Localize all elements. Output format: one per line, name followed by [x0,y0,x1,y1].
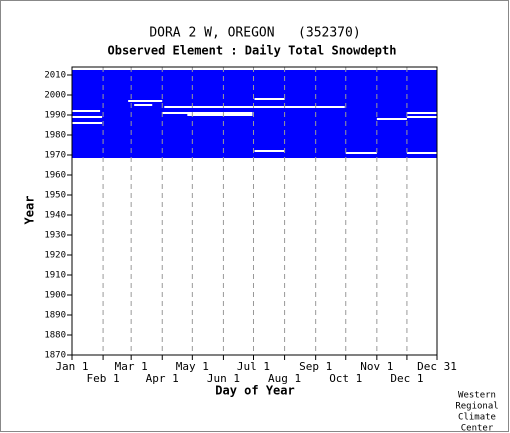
x-axis-label: Day of Year [215,384,294,398]
y-tick-label: 1890 [44,311,66,321]
missing-gap [406,112,437,114]
missing-gap [72,110,101,112]
y-tick-label: 1910 [44,271,66,281]
x-tick-label: Sep 1 [299,360,332,373]
x-tick-label: Jan 1 [55,360,88,373]
chart-title: DORA 2 W, OREGON (352370) [149,26,360,41]
y-tick-label: 1940 [44,211,66,221]
credit: Western [458,391,496,401]
missing-gap [187,114,253,116]
x-tick-label: Oct 1 [329,372,362,385]
x-tick-label: May 1 [176,360,209,373]
x-tick-label: Nov 1 [360,360,393,373]
x-tick-label: Apr 1 [146,372,179,385]
plot-frame [71,66,438,356]
missing-gap [254,98,285,100]
credit: Center [461,424,494,433]
y-tick-label: 1950 [44,191,66,201]
missing-gap [72,116,103,118]
missing-gap [134,104,153,106]
y-tick-label: 1930 [44,231,66,241]
x-tick-label: Feb 1 [87,372,120,385]
chart-subtitle: Observed Element : Daily Total Snowdepth [108,44,397,58]
y-tick-label: 2000 [44,91,66,101]
missing-gap [376,118,407,120]
missing-gap [162,112,253,114]
missing-gap [128,100,163,102]
y-tick-label: 1900 [44,291,66,301]
y-tick-label: 1970 [44,151,66,161]
data-block [72,70,437,158]
y-tick-label: 1880 [44,331,66,341]
x-tick-label: Jun 1 [207,372,240,385]
missing-gap [254,150,285,152]
missing-gap [72,122,103,124]
y-axis-label: Year [23,196,37,225]
y-tick-label: 2010 [44,71,66,81]
y-tick-label: 1920 [44,251,66,261]
x-tick-label: Mar 1 [115,360,148,373]
x-tick-label: Dec 1 [390,372,423,385]
y-tick-label: 1980 [44,131,66,141]
missing-gap [406,152,437,154]
credit: Climate [458,413,496,423]
missing-gap [164,106,345,108]
y-tick-label: 1990 [44,111,66,121]
x-tick-label: Aug 1 [268,372,301,385]
credit: Regional [455,402,498,412]
x-tick-label: Dec 31 [417,360,457,373]
missing-gap [406,116,437,118]
y-tick-label: 1960 [44,171,66,181]
missing-gap [345,152,377,154]
x-tick-label: Jul 1 [237,360,270,373]
y-tick-label: 1870 [44,351,66,361]
